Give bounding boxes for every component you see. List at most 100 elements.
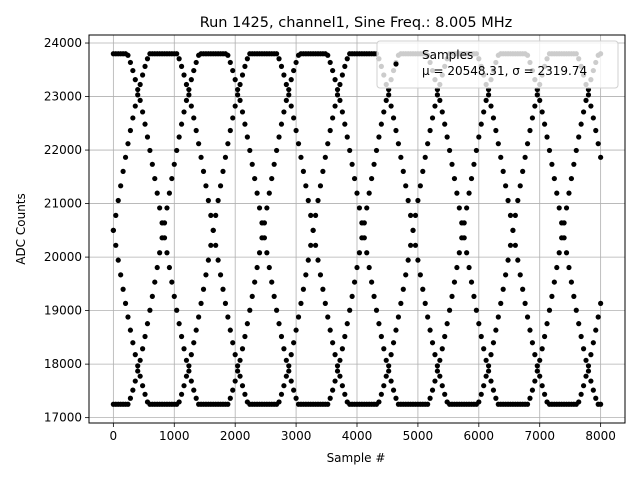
data-point xyxy=(425,141,431,147)
data-point xyxy=(347,147,353,154)
data-point xyxy=(188,77,194,83)
data-point xyxy=(400,168,406,175)
data-point xyxy=(312,212,319,218)
data-point xyxy=(281,109,287,115)
data-point xyxy=(542,121,548,127)
data-point xyxy=(230,115,236,121)
chart-title: Run 1425, channel1, Sine Freq.: 8.005 MH… xyxy=(200,15,513,31)
data-point xyxy=(208,212,214,218)
data-point xyxy=(278,333,285,340)
data-point xyxy=(130,115,136,121)
x-tick-label: 5000 xyxy=(403,429,434,443)
data-point xyxy=(252,279,258,285)
y-tick-label: 23000 xyxy=(44,90,82,104)
data-point xyxy=(593,127,599,134)
data-point xyxy=(542,333,548,340)
data-point xyxy=(334,363,341,369)
data-point xyxy=(427,395,433,401)
data-point xyxy=(295,314,302,320)
data-point xyxy=(210,227,216,233)
data-point xyxy=(315,257,321,263)
data-point xyxy=(442,391,448,397)
data-point xyxy=(239,109,246,115)
data-point xyxy=(235,86,241,93)
data-point xyxy=(154,264,160,271)
data-point xyxy=(181,109,187,115)
data-point xyxy=(127,327,134,333)
data-point xyxy=(439,346,445,352)
data-point xyxy=(390,115,397,121)
data-point xyxy=(213,242,219,248)
data-point xyxy=(532,352,538,358)
data-point xyxy=(305,197,311,204)
data-point xyxy=(115,257,121,263)
data-point xyxy=(439,383,445,389)
data-point xyxy=(244,321,250,327)
data-point xyxy=(451,175,458,182)
data-point xyxy=(137,373,143,379)
data-point xyxy=(595,314,601,320)
data-point xyxy=(317,183,324,189)
data-point xyxy=(169,175,175,182)
data-point xyxy=(222,300,229,306)
data-point xyxy=(454,264,460,271)
legend-marker xyxy=(393,61,399,67)
data-point xyxy=(110,227,116,233)
data-point xyxy=(512,212,518,218)
data-point xyxy=(291,67,297,74)
y-tick-label: 24000 xyxy=(44,36,82,50)
data-point xyxy=(476,134,482,140)
data-point xyxy=(427,127,433,134)
data-point xyxy=(127,395,134,401)
data-point xyxy=(554,190,560,196)
data-point xyxy=(539,383,545,389)
data-point xyxy=(524,141,531,147)
data-point xyxy=(322,154,328,160)
data-point xyxy=(188,103,194,109)
data-point xyxy=(132,352,138,358)
data-point xyxy=(551,279,557,285)
data-point xyxy=(181,72,187,78)
data-point xyxy=(186,368,192,374)
data-point xyxy=(410,227,416,233)
data-point xyxy=(303,183,309,189)
data-point xyxy=(176,321,182,327)
data-point xyxy=(281,346,287,352)
data-point xyxy=(532,378,538,384)
data-point xyxy=(505,197,511,204)
data-point xyxy=(383,373,389,379)
data-point xyxy=(408,212,414,218)
data-point xyxy=(325,314,331,320)
data-point xyxy=(249,293,255,299)
data-point xyxy=(429,387,436,393)
data-point xyxy=(291,340,297,346)
data-point xyxy=(154,190,160,196)
data-point xyxy=(446,147,453,154)
data-point xyxy=(254,264,260,271)
data-point xyxy=(517,183,523,189)
data-point xyxy=(271,161,277,167)
data-point xyxy=(113,242,119,248)
data-point xyxy=(239,346,246,352)
data-point xyxy=(166,190,172,196)
data-point xyxy=(349,161,355,167)
data-point xyxy=(132,103,138,109)
data-point xyxy=(217,272,224,278)
data-point xyxy=(434,368,440,374)
data-point xyxy=(174,51,180,57)
legend-series-label: Samples xyxy=(422,48,473,62)
data-point xyxy=(178,121,185,127)
data-point xyxy=(208,242,214,248)
data-point xyxy=(198,154,204,160)
data-point xyxy=(515,257,521,263)
data-point xyxy=(351,279,358,285)
data-point xyxy=(563,205,570,211)
data-point xyxy=(371,161,377,167)
data-point xyxy=(325,401,331,407)
data-point xyxy=(205,197,211,204)
data-point xyxy=(510,227,516,233)
data-point xyxy=(298,154,304,160)
data-point xyxy=(507,212,514,218)
data-point xyxy=(537,373,543,379)
data-point xyxy=(135,92,141,98)
